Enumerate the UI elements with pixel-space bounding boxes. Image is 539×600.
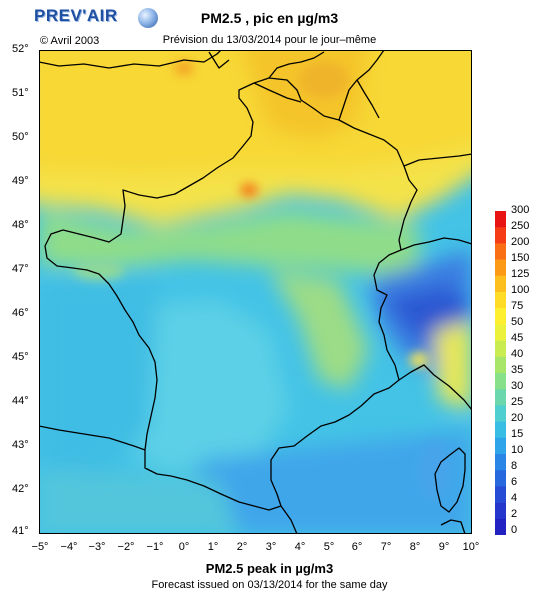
colorbar-cell [495,259,506,277]
colorbar-label: 0 [511,524,518,536]
colorbar-cell [495,470,506,487]
concentration-field [39,50,472,534]
colorbar-cell [495,227,506,244]
colorbar-cell [495,389,506,406]
colorbar-label: 200 [511,236,530,248]
lon-label: 7° [380,541,392,553]
borders-and-coastlines [39,50,472,534]
lon-label: 9° [438,541,450,553]
colorbar-label: 125 [511,268,530,280]
lat-label: 50° [12,131,29,143]
lat-label: 48° [12,219,29,231]
lon-label: −5° [31,541,49,553]
lat-label: 47° [12,263,29,275]
colorbar-label: 10 [511,444,524,456]
map-subtitle: Prévision du 13/03/2014 pour le jour–mêm… [162,34,377,46]
lon-label: 8° [409,541,421,553]
lat-label: 41° [12,525,29,537]
lat-label: 43° [12,439,29,451]
pm25-map [39,50,472,534]
lon-label: 4° [294,541,306,553]
colorbar-label: 15 [511,428,524,440]
colorbar [495,211,506,535]
footer-title: PM2.5 peak in µg/m3 [205,561,334,576]
copyright-text: © Avril 2003 [40,35,100,47]
map-frame [39,50,472,534]
colorbar-cell [495,373,506,390]
colorbar-label: 45 [511,332,524,344]
colorbar-label: 40 [511,348,524,360]
colorbar-cell [495,340,506,358]
colorbar-cell [495,518,506,535]
colorbar-cell [495,421,506,439]
lon-label: 0° [178,541,190,553]
colorbar-label: 50 [511,316,524,328]
lat-label: 52° [12,43,29,55]
colorbar-label: 30 [511,380,524,392]
colorbar-cell [495,437,506,455]
lon-label: −2° [117,541,135,553]
logo-text: PREV'AIR [34,6,118,25]
colorbar-label: 20 [511,412,524,424]
map-title: PM2.5 , pic en µg/m3 [200,10,339,26]
colorbar-cell [495,308,506,325]
lat-label: 49° [12,175,29,187]
colorbar-label: 8 [511,460,518,472]
lon-label: 1° [207,541,219,553]
prevair-logo: PREV'AIR [34,6,158,30]
colorbar-label: 150 [511,252,530,264]
colorbar-label: 6 [511,476,518,488]
colorbar-label: 4 [511,492,518,504]
colorbar-label: 25 [511,396,524,408]
lat-label: 46° [12,307,29,319]
colorbar-cell [495,405,506,422]
colorbar-cell [495,356,506,374]
colorbar-cell [495,324,506,341]
colorbar-cell [495,292,506,309]
lat-label: 44° [12,395,29,407]
lon-label: −3° [88,541,106,553]
lon-label: 5° [323,541,335,553]
lon-label: −4° [60,541,78,553]
colorbar-cell [495,454,506,471]
lat-label: 45° [12,351,29,363]
lon-label: 3° [265,541,277,553]
colorbar-cell [495,275,506,293]
lon-label: 6° [351,541,363,553]
colorbar-cell [495,486,506,503]
lat-label: 51° [12,87,29,99]
colorbar-label: 2 [511,508,518,520]
colorbar-label: 35 [511,364,524,376]
colorbar-label: 300 [511,204,530,216]
globe-icon [138,8,158,28]
colorbar-cell [495,211,506,228]
colorbar-cell [495,243,506,260]
lon-label: 2° [236,541,248,553]
lon-label: −1° [146,541,164,553]
colorbar-label: 100 [511,284,530,296]
colorbar-cell [495,502,506,520]
lon-label: 10° [462,541,480,553]
lat-label: 42° [12,483,29,495]
colorbar-label: 75 [511,300,524,312]
colorbar-label: 250 [511,220,530,232]
footer-subtitle: Forecast issued on 03/13/2014 for the sa… [151,579,388,591]
